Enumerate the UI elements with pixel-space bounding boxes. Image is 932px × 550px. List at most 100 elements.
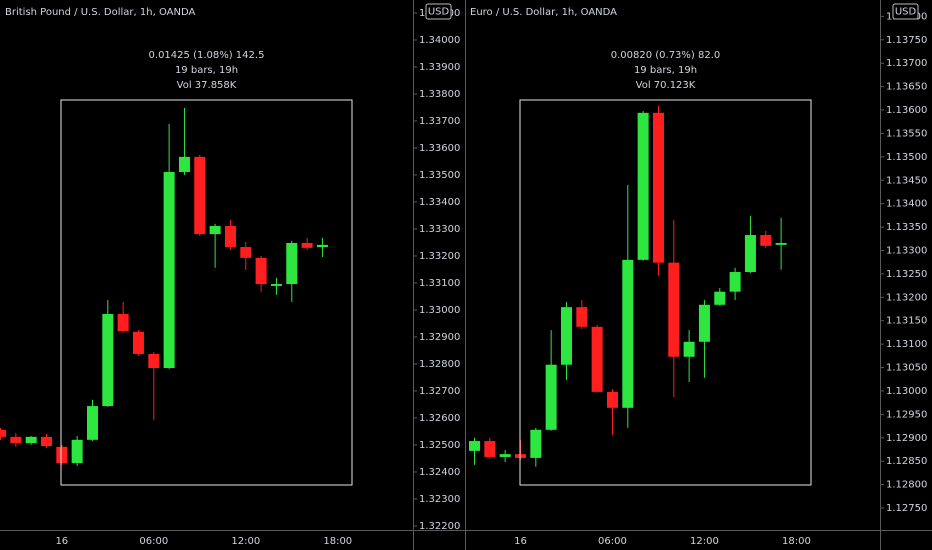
y-tick-label: 1.32600 (419, 413, 460, 424)
currency-label: USD (428, 7, 450, 18)
candle-body (163, 171, 175, 369)
y-tick-label: 1.13350 (886, 222, 927, 233)
candle-body (576, 307, 588, 327)
currency-badge (425, 3, 452, 20)
y-tick-label: 1.13100 (886, 339, 927, 350)
currency-label: USD (895, 7, 917, 18)
candle-body (224, 225, 236, 248)
y-tick-label: 1.33000 (419, 305, 460, 316)
candle-body (729, 272, 741, 292)
currency-badge (892, 3, 919, 20)
y-tick-label: 1.33800 (419, 89, 460, 100)
measure-label: 0.00820 (0.73%) 82.0 (611, 50, 721, 61)
y-tick-label: 1.13050 (886, 363, 927, 374)
y-tick-label: 1.32900 (419, 332, 460, 343)
y-tick-label: 1.13650 (886, 82, 927, 93)
measure-label: Vol 37.858K (177, 80, 237, 91)
candle-body (622, 259, 634, 408)
y-tick-label: 1.13450 (886, 175, 927, 186)
y-tick-label: 1.13550 (886, 128, 927, 139)
candle-body (40, 436, 52, 447)
plot (0, 107, 328, 467)
candle-body (240, 247, 252, 258)
y-tick-label: 1.32200 (419, 521, 460, 532)
chart-title: British Pound / U.S. Dollar, 1h, OANDA (5, 7, 195, 18)
x-tick-label: 12:00 (690, 536, 719, 547)
y-tick-label: 1.12850 (886, 456, 927, 467)
candle-body (0, 429, 6, 437)
y-tick-label: 1.13300 (886, 245, 927, 256)
candle-body (102, 314, 114, 407)
y-tick-label: 1.34000 (419, 35, 460, 46)
y-tick-label: 1.13000 (886, 386, 927, 397)
candle-body (560, 307, 572, 365)
candle-body (606, 391, 618, 408)
y-tick-label: 1.12750 (886, 503, 927, 514)
y-tick-label: 1.13500 (886, 152, 927, 163)
y-tick-label: 1.32700 (419, 386, 460, 397)
x-tick-label: 12:00 (231, 536, 260, 547)
candle-body (698, 304, 710, 342)
candle-body (668, 262, 680, 357)
candle-body (255, 257, 267, 285)
y-tick-label: 1.13400 (886, 199, 927, 210)
y-tick-label: 1.12950 (886, 409, 927, 420)
y-tick-label: 1.33600 (419, 143, 460, 154)
candle-body (530, 429, 542, 458)
candle-body (469, 441, 480, 451)
x-tick-label: 16 (55, 536, 68, 547)
measure-label: 19 bars, 19h (175, 65, 238, 76)
measure-label: 0.01425 (1.08%) 142.5 (149, 50, 265, 61)
candle-body (270, 284, 282, 286)
measure-box (519, 99, 812, 486)
y-tick-label: 1.33400 (419, 197, 460, 208)
chart-title: Euro / U.S. Dollar, 1h, OANDA (470, 7, 617, 18)
y-tick-label: 1.33300 (419, 224, 460, 235)
candle-body (775, 242, 787, 245)
y-tick-label: 1.32500 (419, 440, 460, 451)
measure-box (60, 99, 353, 486)
y-tick-label: 1.12900 (886, 433, 927, 444)
candle-body (132, 331, 144, 354)
y-tick-label: 1.32400 (419, 467, 460, 478)
y-tick-label: 1.13700 (886, 58, 927, 69)
candle-body (301, 242, 313, 248)
candle-body (71, 439, 83, 464)
candle-body (484, 441, 496, 457)
y-tick-label: 1.13150 (886, 316, 927, 327)
candle-body (25, 436, 37, 444)
x-tick-label: 06:00 (139, 536, 168, 547)
candle-body (209, 225, 221, 235)
candle-body (194, 156, 206, 235)
candle-body (117, 314, 129, 332)
measure-label: Vol 70.123K (636, 80, 696, 91)
y-tick-label: 1.33100 (419, 278, 460, 289)
x-tick-label: 18:00 (782, 536, 811, 547)
candle-body (56, 446, 68, 464)
y-tick-label: 1.13200 (886, 292, 927, 303)
y-tick-label: 1.12800 (886, 480, 927, 491)
measure-label: 19 bars, 19h (634, 65, 697, 76)
candle-body (545, 364, 557, 430)
y-tick-label: 1.32300 (419, 494, 460, 505)
y-tick-label: 1.33200 (419, 251, 460, 262)
x-tick-label: 16 (514, 536, 527, 547)
candle-body (637, 112, 649, 260)
candle-body (148, 353, 160, 369)
plot (469, 105, 787, 467)
y-tick-label: 1.13250 (886, 269, 927, 280)
x-tick-label: 06:00 (598, 536, 627, 547)
y-tick-label: 1.33700 (419, 116, 460, 127)
y-tick-label: 1.33500 (419, 170, 460, 181)
candle-body (178, 156, 190, 172)
candle-body (499, 454, 511, 457)
y-tick-label: 1.13750 (886, 35, 927, 46)
y-tick-label: 1.32800 (419, 359, 460, 370)
candle-body (744, 235, 756, 273)
candle-body (714, 291, 726, 305)
candle-body (86, 406, 98, 440)
y-tick-label: 1.13600 (886, 105, 927, 116)
x-tick-label: 18:00 (323, 536, 352, 547)
candle-body (316, 244, 328, 248)
